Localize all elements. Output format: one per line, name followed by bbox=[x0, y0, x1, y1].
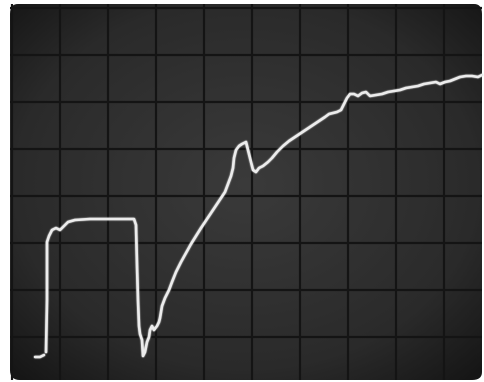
trace-waveform bbox=[44, 73, 484, 358]
signal-trace bbox=[33, 73, 484, 359]
trace-baseline-dot bbox=[33, 353, 46, 359]
graticule-grid bbox=[10, 4, 482, 380]
crt-screen bbox=[10, 4, 482, 380]
